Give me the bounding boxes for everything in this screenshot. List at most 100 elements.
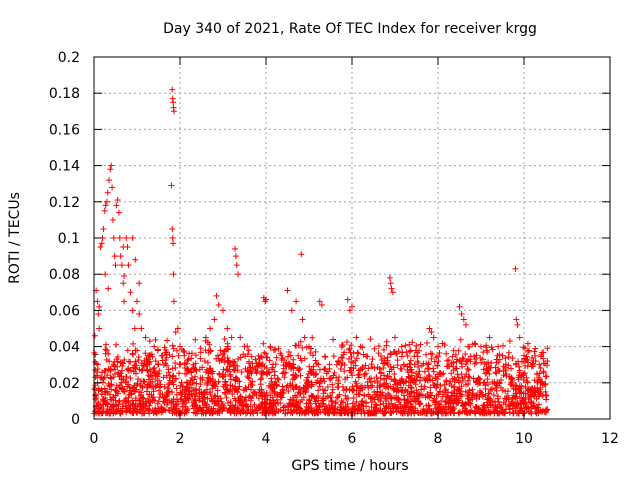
data-point (406, 341, 413, 348)
data-point (202, 400, 209, 407)
data-point (361, 410, 368, 417)
data-point (391, 371, 398, 378)
grid (94, 57, 610, 419)
data-point (201, 394, 208, 401)
data-point (183, 370, 190, 377)
data-point (123, 373, 130, 380)
data-point (92, 358, 99, 365)
data-point (209, 409, 216, 416)
data-point (442, 386, 449, 393)
data-point (470, 375, 477, 382)
data-point (443, 409, 450, 416)
data-point (95, 385, 102, 392)
data-point (183, 399, 190, 406)
data-point (469, 341, 476, 348)
data-point (471, 392, 478, 399)
data-point (450, 347, 457, 354)
data-point (95, 311, 102, 318)
data-point (223, 386, 230, 393)
data-point (299, 316, 306, 323)
data-point (473, 395, 480, 402)
data-point (108, 162, 115, 169)
data-point (316, 298, 323, 305)
data-point (142, 334, 149, 341)
data-point (295, 389, 302, 396)
data-point (344, 296, 351, 303)
data-point (524, 340, 531, 347)
data-point (465, 392, 472, 399)
data-point (439, 340, 446, 347)
data-point (150, 409, 157, 416)
data-point (426, 373, 433, 380)
data-point (404, 353, 411, 360)
data-point (131, 405, 138, 412)
data-point (377, 382, 384, 389)
data-point (106, 177, 113, 184)
data-point (105, 285, 112, 292)
data-point (500, 399, 507, 406)
data-point (235, 386, 242, 393)
data-point (279, 370, 286, 377)
data-point (479, 356, 486, 363)
data-point (221, 348, 228, 355)
data-point (169, 410, 176, 417)
y-tick-label: 0.02 (49, 376, 80, 392)
data-point (267, 343, 274, 350)
data-point (345, 394, 352, 401)
data-point (338, 410, 345, 417)
data-point (442, 410, 449, 417)
data-point (272, 390, 279, 397)
data-point (354, 409, 361, 416)
data-point (131, 325, 138, 332)
data-point (116, 397, 123, 404)
data-point (192, 336, 199, 343)
data-point (364, 378, 371, 385)
data-point (307, 400, 314, 407)
data-point (227, 371, 234, 378)
data-points (91, 86, 551, 417)
data-point (359, 366, 366, 373)
data-point (115, 390, 122, 397)
data-point (293, 373, 300, 380)
data-point (176, 361, 183, 368)
data-point (315, 387, 322, 394)
data-point (460, 316, 467, 323)
data-point (193, 387, 200, 394)
data-point (138, 360, 145, 367)
data-point (388, 285, 395, 292)
data-point (366, 407, 373, 414)
data-point (523, 404, 530, 411)
data-point (181, 410, 188, 417)
data-point (243, 386, 250, 393)
data-point (290, 402, 297, 409)
data-point (103, 198, 110, 205)
data-point (525, 347, 532, 354)
data-point (250, 389, 257, 396)
data-point (121, 356, 128, 363)
data-point (523, 378, 530, 385)
data-point (245, 374, 252, 381)
data-point (517, 385, 524, 392)
data-point (292, 384, 299, 391)
data-point (353, 387, 360, 394)
data-point (141, 378, 148, 385)
data-point (396, 399, 403, 406)
data-point (220, 307, 226, 314)
data-point (130, 351, 137, 358)
data-point (349, 383, 356, 390)
data-point (307, 350, 314, 357)
data-point (282, 369, 289, 376)
data-point (102, 341, 109, 348)
data-point (224, 325, 231, 332)
data-point (272, 361, 279, 368)
data-point (103, 356, 110, 363)
y-tick-label: 0 (71, 412, 80, 428)
data-point (410, 389, 417, 396)
data-point (348, 410, 355, 417)
data-point (231, 395, 238, 402)
data-point (531, 391, 538, 398)
data-point (151, 397, 158, 404)
data-point (130, 340, 137, 347)
data-point (160, 374, 167, 381)
data-point (535, 374, 542, 381)
